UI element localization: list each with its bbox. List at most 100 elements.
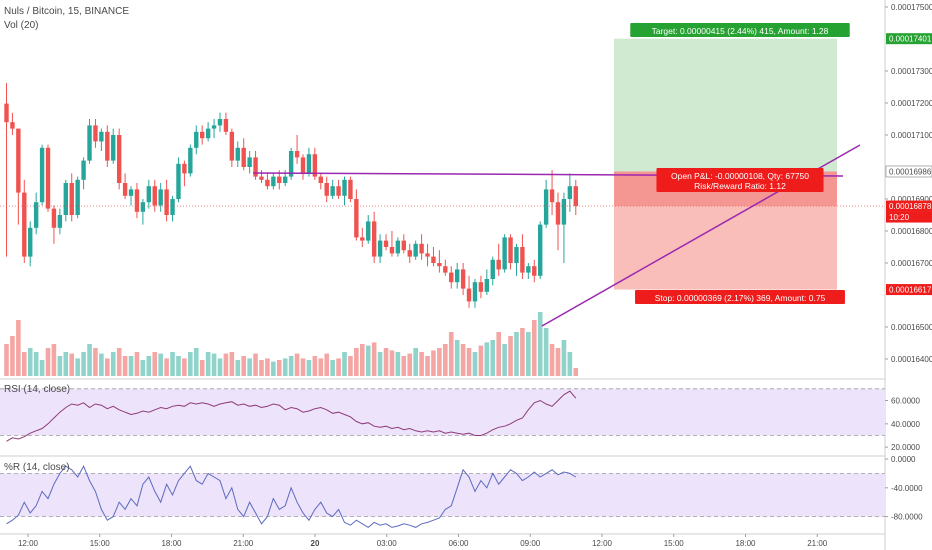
candle-body — [93, 125, 98, 142]
time-tick-label: 06:00 — [448, 539, 469, 548]
candle-body — [205, 128, 211, 139]
candle-body — [437, 263, 442, 267]
volume-bar — [253, 353, 258, 376]
candle-body — [425, 253, 430, 257]
volume-bar — [45, 348, 51, 376]
candle-body — [45, 147, 51, 209]
volume-bar — [205, 352, 211, 376]
candle-body — [366, 221, 371, 241]
candle-body — [567, 186, 573, 199]
volume-bar — [229, 352, 235, 376]
target-zone — [614, 38, 837, 172]
candle-body — [306, 154, 312, 174]
candle-body — [490, 259, 495, 279]
volume-bar — [537, 312, 543, 376]
candle-body — [395, 240, 401, 254]
volume-bar — [87, 344, 92, 376]
volume-bar — [99, 353, 104, 376]
candle-body — [460, 269, 466, 289]
volume-bar — [336, 358, 341, 376]
wr-band — [0, 473, 885, 517]
volume-bar — [158, 353, 163, 376]
candle-body — [81, 160, 86, 180]
time-tick-label: 21:00 — [233, 539, 254, 548]
candle-body — [22, 192, 27, 257]
volume-bar — [419, 352, 424, 376]
symbol-legend[interactable]: Nuls / Bitcoin, 15, BINANCE — [4, 6, 130, 17]
volume-bar — [4, 344, 9, 376]
volume-bar — [454, 340, 460, 376]
volume-bar — [448, 332, 454, 376]
candle-body — [288, 151, 294, 177]
candle-body — [87, 125, 92, 161]
price-tick-label: 0.00016800 — [891, 227, 932, 236]
volume-bar — [561, 340, 567, 376]
candle-body — [4, 103, 9, 123]
open-pnl-label: Risk/Reward Ratio: 1.12 — [694, 181, 786, 191]
candle-body — [188, 147, 193, 174]
candle-body — [484, 279, 490, 292]
wr-legend[interactable]: %R (14, close) — [4, 462, 70, 473]
volume-bar — [122, 356, 128, 376]
candle-body — [116, 135, 122, 183]
candle-body — [389, 247, 395, 254]
candle-body — [199, 131, 205, 139]
candle-body — [283, 176, 288, 183]
volume-bar — [81, 352, 86, 376]
volume-bar — [21, 352, 27, 376]
volume-bar — [312, 356, 318, 376]
volume-bar — [407, 353, 413, 376]
volume-bar — [247, 358, 252, 376]
price-tick-label: 0.00017500 — [891, 3, 932, 12]
volume-bar — [241, 356, 246, 376]
candle-body — [330, 186, 335, 196]
time-tick-label: 12:00 — [592, 539, 613, 548]
volume-legend[interactable]: Vol (20) — [4, 20, 39, 31]
candle-body — [449, 272, 454, 283]
volume-bar — [235, 360, 241, 376]
time-tick-label: 15:00 — [90, 539, 111, 548]
candle-body — [294, 151, 300, 158]
rsi-legend[interactable]: RSI (14, close) — [4, 384, 71, 395]
price-tag-bg — [886, 33, 932, 45]
candle-body — [57, 215, 63, 228]
candle-body — [122, 183, 128, 196]
candle-body — [75, 179, 80, 215]
volume-bar — [383, 348, 389, 376]
candle-body — [69, 183, 74, 215]
volume-bar — [306, 360, 312, 376]
candle-body — [247, 157, 252, 167]
candle-body — [413, 243, 418, 257]
volume-bar — [484, 342, 490, 376]
volume-bar — [567, 352, 573, 376]
rsi-band — [0, 388, 885, 436]
candle-body — [176, 163, 181, 199]
candle-body — [549, 189, 555, 203]
volume-bar — [531, 320, 537, 376]
volume-bar — [39, 360, 45, 376]
candle-body — [128, 189, 134, 196]
volume-bar — [389, 350, 395, 376]
volume-bar — [199, 360, 205, 376]
candle-body — [336, 186, 341, 196]
candle-body — [454, 269, 460, 283]
volume-bar — [514, 332, 519, 376]
target-label-bg — [630, 23, 850, 37]
price-tick-label: 0.00016400 — [891, 355, 932, 364]
volume-bar — [460, 344, 466, 376]
candle-body — [39, 147, 45, 203]
candle-body — [51, 208, 57, 228]
candle-body — [383, 240, 389, 247]
volume-bar — [425, 356, 430, 376]
candle-body — [111, 135, 116, 161]
volume-bar — [51, 344, 57, 376]
candle-body — [360, 237, 365, 241]
stop-label-bg — [635, 290, 845, 304]
candle-body — [514, 247, 519, 263]
volume-bar — [365, 345, 371, 376]
volume-bar — [116, 348, 122, 376]
volume-bar — [16, 320, 21, 376]
volume-bar — [170, 352, 175, 376]
volume-bar — [75, 358, 80, 376]
